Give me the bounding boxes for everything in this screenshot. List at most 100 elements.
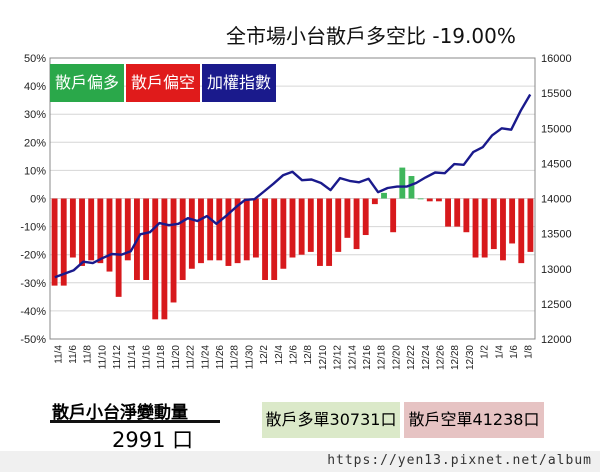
ratio-bar [307,198,314,252]
x-tick-label: 11/10 [97,345,108,370]
x-tick-label: 12/8 [303,345,314,365]
left-tick-label: 30% [24,109,46,121]
x-tick-label: 11/24 [200,345,211,370]
ratio-bar [51,198,58,286]
left-tick-label: 0% [30,194,46,206]
ratio-bar [435,198,442,202]
x-tick-label: 11/8 [83,345,94,364]
ratio-bar [225,198,232,266]
x-tick-label: 12/16 [362,345,373,370]
legend-retail-long-label: 散戶偏多 [54,73,119,92]
ratio-bar [445,198,451,227]
ratio-bar [69,198,76,258]
ratio-bar [271,198,278,280]
right-tick-label: 13000 [541,264,572,276]
chart: -50% -40% -30% -20% -10% 0% 10% 20% 30% 40% 50% 12… [20,53,572,370]
watermark-url: https://yen13.pixnet.net/album [327,453,592,468]
ratio-bar [353,198,360,250]
ratio-bar [207,198,214,261]
ratio-bar [252,198,259,258]
x-tick-label: 1/6 [509,345,520,359]
ratio-bar [399,167,406,199]
x-tick-label: 12/12 [333,345,344,370]
net-change-underline [50,420,220,423]
x-tick-label: 12/10 [318,345,329,370]
right-tick-label: 14500 [541,158,572,170]
ratio-bar [152,198,159,320]
ratio-bar [326,198,333,266]
ratio-bar [408,176,415,199]
retail-short-total: 散戶空單41238口 [404,402,544,438]
ratio-bar [262,198,268,280]
left-tick-label: 20% [24,137,46,149]
x-tick-label: 11/18 [156,345,167,370]
right-tick-label: 15000 [541,123,572,135]
ratio-bar [198,198,204,264]
ratio-bar [426,198,433,202]
ratio-bar [490,198,497,250]
ratio-bar [161,198,168,320]
ratio-bar [527,198,534,252]
plot-frame [49,57,536,340]
x-tick-label: 11/20 [171,345,182,370]
x-tick-label: 12/22 [406,345,417,370]
ratio-bar [317,198,323,266]
x-tick-label: 12/24 [421,345,432,370]
left-tick-label: -40% [20,306,46,318]
right-tick-label: 12000 [541,334,572,346]
x-tick-label: 12/18 [377,345,388,370]
legend-retail-long: 散戶偏多 [50,64,124,102]
x-tick-label: 11/6 [68,345,79,364]
ratio-bar [79,198,85,266]
ratio-bar [381,192,387,199]
legend-index-label: 加權指數 [206,73,271,92]
x-tick-label: 1/2 [480,345,491,359]
ratio-bar [234,198,241,264]
left-tick-label: 40% [24,81,46,93]
right-tick-label: 13500 [541,229,572,241]
ratio-bar [390,198,397,233]
ratio-bar [97,198,104,264]
left-tick-label: -20% [20,250,46,262]
right-tick-label: 14000 [541,194,572,206]
x-tick-label: 11/4 [53,345,64,364]
right-tick-label: 12500 [541,299,572,311]
ratio-bar [143,198,150,280]
ratio-bar [243,198,250,261]
ratio-bar [88,198,95,261]
x-tick-label: 12/20 [391,345,402,370]
x-tick-label: 11/30 [244,345,255,370]
left-tick-label: -10% [20,222,46,234]
right-axis-ticks: 12000 12500 13000 13500 14000 14500 15000 15500… [541,53,572,346]
legend-retail-short: 散戶偏空 [126,64,200,102]
x-tick-label: 11/14 [127,345,138,370]
x-tick-label: 1/4 [494,345,505,359]
ratio-bar [344,198,351,238]
ratio-bar [335,198,342,252]
legend-index: 加權指數 [202,64,276,102]
x-tick-label: 12/26 [435,345,446,370]
x-tick-label: 12/2 [259,345,270,365]
x-tick-label: 12/28 [450,345,461,370]
ratio-bar [280,198,287,269]
ratio-bar [106,198,113,272]
retail-short-total-label: 散戶空單41238口 [408,410,540,429]
x-tick-label: 12/14 [347,345,358,370]
ratio-bar [115,198,122,297]
x-tick-label: 12/4 [274,345,285,365]
x-tick-label: 11/26 [215,345,226,370]
ratio-bar [289,198,296,258]
bar-series [51,167,534,320]
left-tick-label: 10% [24,165,46,177]
left-tick-label: -30% [20,278,46,290]
ratio-bar [362,198,369,236]
x-tick-label: 11/12 [112,345,123,370]
retail-long-total-label: 散戶多單30731口 [265,410,397,429]
ratio-bar [179,198,186,280]
ratio-bar [481,198,488,258]
x-axis-ticks: 11/4 11/6 11/8 11/10 11/12 11/14 11/16 11/18 11/… [53,345,534,370]
left-tick-label: 50% [24,53,46,65]
ratio-bar [60,198,67,286]
ratio-bar [170,198,177,303]
ratio-bar [463,198,470,233]
